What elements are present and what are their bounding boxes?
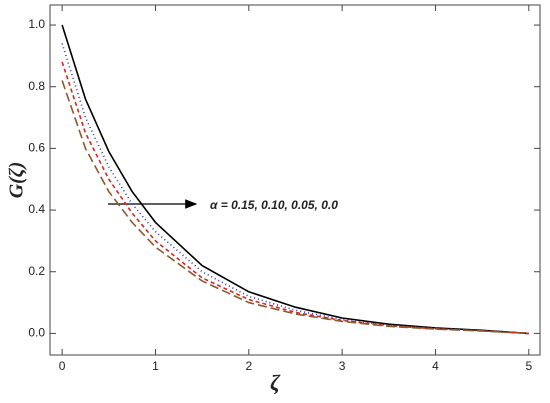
- x-axis-label: ζ: [270, 370, 281, 395]
- y-tick-label: 0.0: [28, 326, 45, 340]
- x-tick-label: 5: [525, 359, 532, 373]
- x-tick-label: 1: [152, 359, 159, 373]
- line-series: [61, 61, 529, 335]
- x-tick-label: 0: [59, 359, 66, 373]
- x-tick-label: 3: [339, 359, 346, 373]
- y-axis-label: G(ζ): [6, 162, 28, 199]
- y-tick-label: 0.6: [28, 141, 45, 155]
- y-tick-label: 1.0: [28, 17, 45, 31]
- line-series: [61, 24, 529, 335]
- line-series: [61, 80, 529, 335]
- y-tick-label: 0.8: [28, 79, 45, 93]
- y-tick-label: 0.2: [28, 264, 45, 278]
- y-tick-label: 0.4: [28, 202, 45, 216]
- plot-frame: [49, 4, 541, 356]
- line-series: [61, 43, 529, 335]
- x-tick-label: 4: [432, 359, 439, 373]
- x-tick-label: 2: [245, 359, 252, 373]
- annotation: α = 0.15, 0.10, 0.05, 0.0: [210, 198, 338, 212]
